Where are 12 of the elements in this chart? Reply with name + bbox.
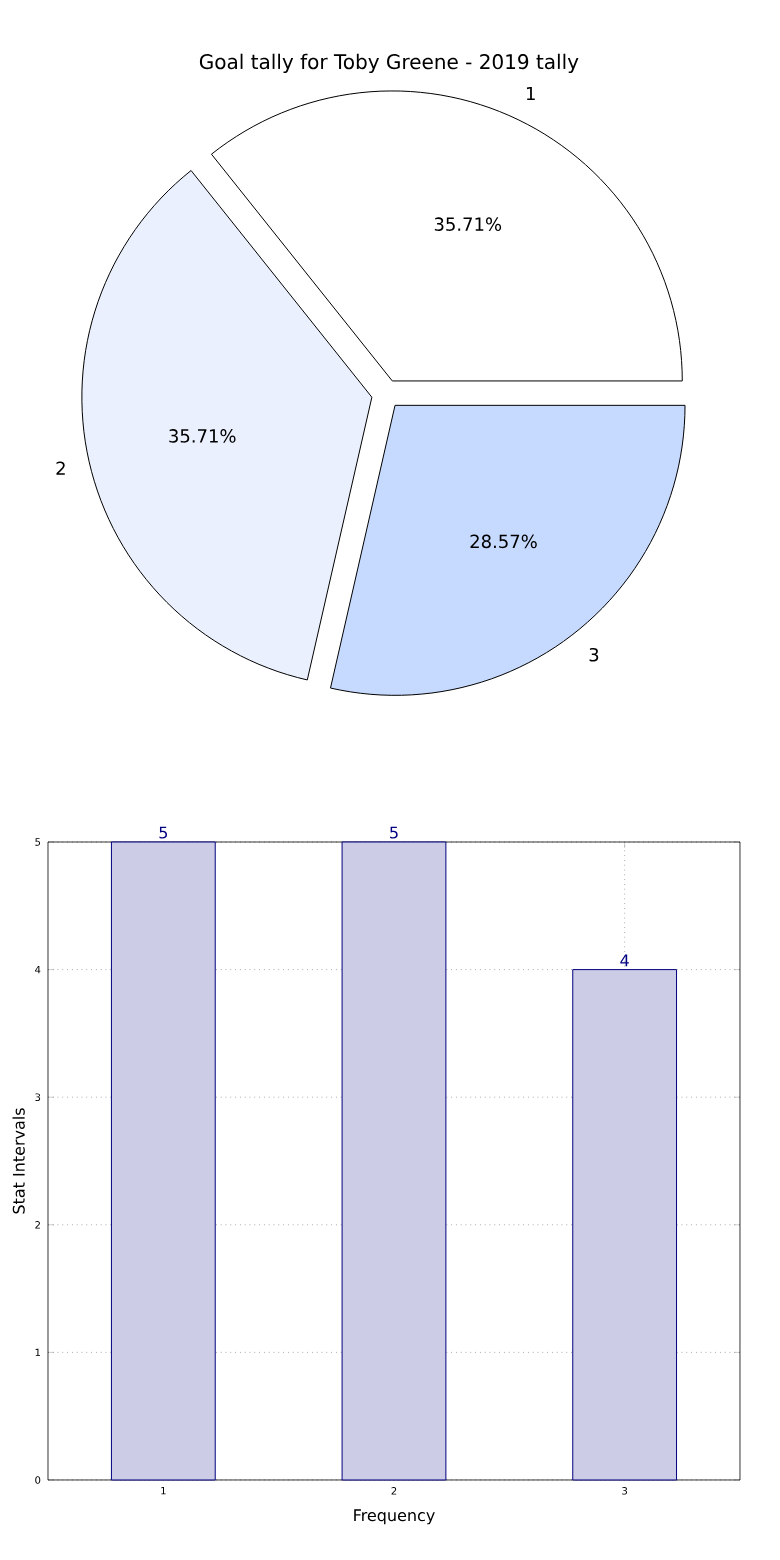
- x-axis-title: Frequency: [354, 1509, 435, 1525]
- data-label: 4: [620, 954, 629, 967]
- data-label: 5: [159, 826, 168, 839]
- data-label: 28.57%: [470, 534, 537, 549]
- data-label: 35.71%: [434, 217, 502, 231]
- slice-label: 1: [526, 86, 535, 101]
- data-label: 35.71%: [169, 429, 236, 443]
- y-axis-title: Stat Intervals: [12, 1108, 25, 1214]
- slice-label: 2: [56, 461, 65, 475]
- chart-title: Goal tally for Toby Greene - 2019 tally: [199, 53, 579, 74]
- slice-label: 3: [589, 647, 599, 662]
- data-label: 5: [390, 826, 398, 839]
